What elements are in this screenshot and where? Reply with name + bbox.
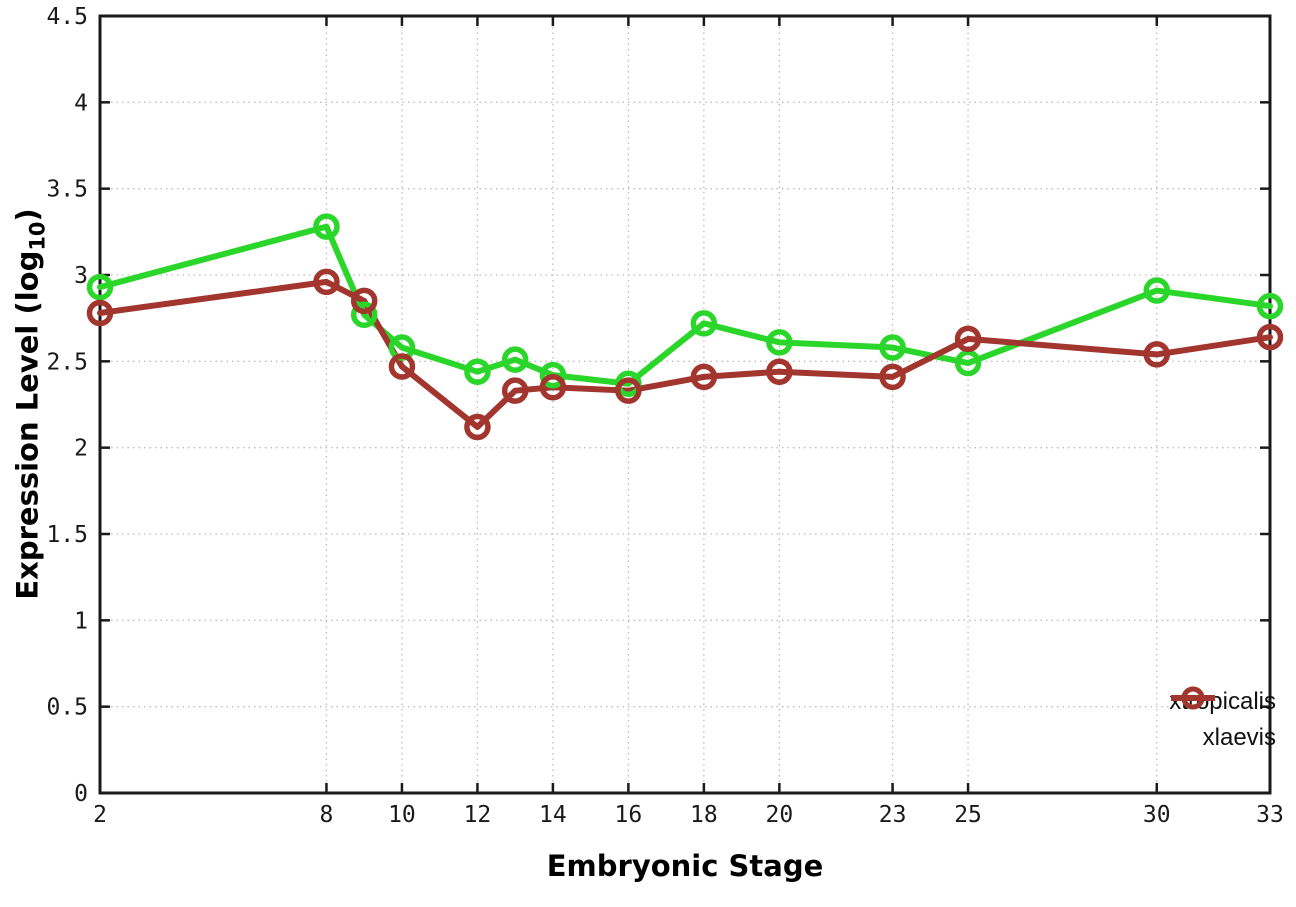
y-tick-label: 2 (74, 436, 88, 462)
y-axis-title-text: Expression Level (log (10, 250, 45, 600)
x-tick-label: 23 (879, 802, 907, 828)
data-point-xlaevis (615, 377, 642, 404)
y-tick-label: 0.5 (46, 695, 88, 721)
data-point-xtropicalis (879, 334, 906, 361)
legend-item-xlaevis: xlaevis (1171, 686, 1276, 756)
data-point-xtropicalis (501, 346, 529, 373)
data-point-xlaevis (86, 299, 114, 327)
x-tick-label: 2 (93, 802, 107, 828)
x-tick-label: 25 (954, 802, 982, 828)
y-tick-label: 3 (74, 263, 88, 289)
x-axis-title: Embryonic Stage (546, 849, 824, 883)
data-point-xtropicalis (954, 349, 982, 377)
legend-marker-icon (1171, 686, 1216, 710)
y-tick-label: 4 (74, 90, 88, 116)
series-line-xtropicalis (97, 223, 1273, 387)
legend: xtropicalis xlaevis (1169, 684, 1276, 756)
data-point-xtropicalis (350, 301, 378, 328)
data-point-xlaevis (388, 353, 416, 380)
data-point-xlaevis (766, 358, 793, 385)
data-point-xtropicalis (1256, 292, 1284, 320)
data-point-xlaevis (879, 363, 906, 391)
data-point-xtropicalis (766, 329, 793, 356)
plot-border (98, 14, 1272, 795)
y-tick-label: 4.5 (46, 4, 88, 30)
data-point-xlaevis (1256, 323, 1284, 351)
data-point-xtropicalis (464, 358, 491, 385)
data-point-xtropicalis (313, 213, 340, 240)
data-point-xlaevis (539, 373, 567, 401)
x-tick-label: 20 (766, 802, 794, 828)
x-tick-label: 10 (388, 802, 416, 828)
y-tick-label: 2.5 (46, 349, 88, 375)
data-point-xlaevis (313, 268, 340, 296)
y-tick-label: 0 (74, 781, 88, 807)
y-axis-title: Expression Level (log10) (11, 208, 50, 599)
data-point-xlaevis (464, 413, 491, 441)
legend-label: xlaevis (1202, 724, 1276, 751)
x-tick-label: 18 (690, 802, 718, 828)
data-point-xlaevis (954, 325, 982, 353)
y-axis-title-suffix: ) (10, 208, 45, 222)
data-point-xtropicalis (539, 361, 567, 389)
y-tick-label: 3.5 (46, 177, 88, 203)
x-tick-label: 33 (1256, 802, 1284, 828)
data-point-xtropicalis (1143, 277, 1171, 304)
x-tick-label: 12 (464, 802, 492, 828)
data-point-xlaevis (501, 377, 529, 404)
x-tick-label: 16 (615, 802, 643, 828)
y-axis-title-subscript: 10 (25, 221, 50, 251)
data-point-xlaevis (350, 287, 378, 315)
data-point-xtropicalis (86, 273, 114, 301)
x-tick-label: 30 (1143, 802, 1171, 828)
series-line-xlaevis (97, 278, 1273, 430)
y-tick-label: 1.5 (46, 522, 88, 548)
data-point-xtropicalis (690, 310, 718, 337)
data-point-xlaevis (1143, 341, 1171, 368)
x-tick-label: 14 (539, 802, 567, 828)
y-tick-label: 1 (74, 608, 88, 634)
data-point-xlaevis (690, 363, 718, 391)
x-tick-label: 8 (320, 802, 334, 828)
